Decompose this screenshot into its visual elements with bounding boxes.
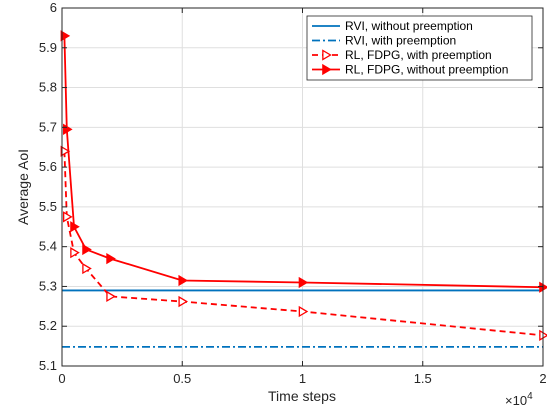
legend-label: RL, FDPG, without preemption: [345, 63, 508, 77]
y-tick-label: 5.7: [39, 119, 57, 134]
data-point: [298, 305, 309, 318]
legend-label: RVI, with preemption: [345, 34, 456, 48]
y-axis-label: Average AoI: [15, 149, 31, 225]
legend-item: RL, FDPG, with preemption: [312, 48, 492, 62]
series-line: [63, 35, 544, 289]
y-tick-label: 5.8: [39, 80, 57, 95]
y-tick-label: 5.4: [39, 239, 57, 254]
series-3: [60, 145, 547, 342]
y-tick-label: 5.6: [39, 159, 57, 174]
x-axis-label: Time steps: [268, 388, 336, 404]
y-tick-label: 6: [50, 0, 57, 15]
x-tick-label: 2: [539, 371, 546, 386]
x-tick-label: 0: [58, 371, 65, 386]
y-tick-label: 5.1: [39, 358, 57, 373]
legend-marker: [322, 63, 332, 76]
legend-label: RL, FDPG, with preemption: [345, 48, 492, 62]
x-axis-multiplier-exponent: 4: [527, 391, 533, 402]
data-point: [178, 274, 189, 287]
legend-item: RVI, with preemption: [312, 34, 456, 48]
series-line: [63, 151, 544, 337]
data-point: [82, 262, 92, 275]
y-tick-label: 5.5: [39, 199, 57, 214]
y-tick-label: 5.9: [39, 40, 57, 55]
data-point: [178, 295, 189, 308]
data-point: [82, 243, 92, 256]
data-point: [70, 221, 80, 233]
data-point: [63, 211, 73, 223]
series-group: [60, 30, 547, 348]
y-tick-label: 5.2: [39, 318, 57, 333]
data-point: [60, 145, 71, 157]
x-axis-multiplier-base: ×10: [505, 393, 527, 408]
data-point: [106, 290, 116, 303]
data-point: [298, 276, 309, 289]
legend-label: RVI, without preemption: [345, 19, 473, 33]
x-tick-label: 0.5: [173, 371, 191, 386]
legend-item: RL, FDPG, without preemption: [312, 63, 508, 77]
x-tick-label: 1.5: [414, 371, 432, 386]
legend-item: RVI, without preemption: [312, 19, 473, 33]
ticks: 0 0.5 1 1.5 2 5.1 5.2 5.3 5.4 5.5 5.6 5.7 5.8 5.9 6: [39, 0, 547, 386]
data-point: [106, 252, 116, 265]
legend-box: [306, 15, 533, 81]
y-tick-label: 5.3: [39, 278, 57, 293]
x-tick-label: 1: [299, 371, 306, 386]
data-point: [60, 30, 71, 42]
legend-marker: [322, 49, 332, 61]
x-axis-multiplier: ×104: [505, 391, 533, 408]
data-point: [70, 246, 80, 259]
